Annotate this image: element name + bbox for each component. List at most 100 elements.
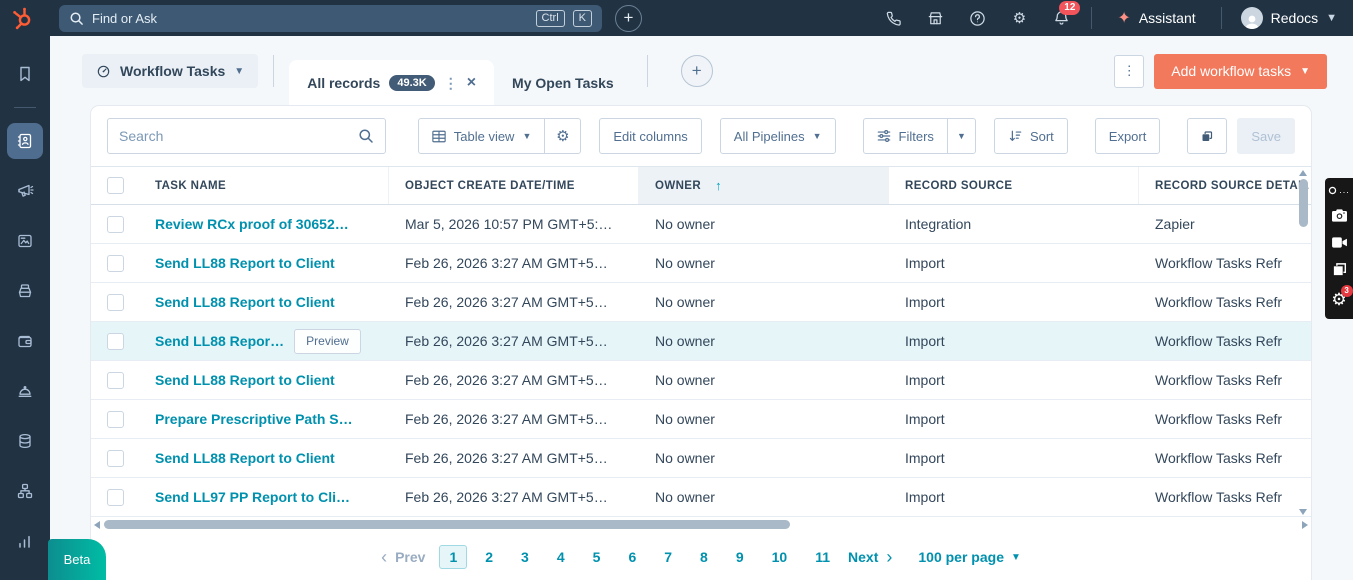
page-number-8[interactable]: 8 [700,549,708,565]
row-checkbox[interactable] [107,215,124,233]
tab-all-records[interactable]: All records 49.3K ⋮ × [289,60,495,106]
sidebar-item-marketing[interactable] [7,173,43,209]
prev-page-button[interactable]: ‹ Prev [381,547,425,568]
sidebar-item-service[interactable] [7,373,43,409]
table-row[interactable]: Review RCx proof of 30652… Mar 5, 2026 10… [91,205,1311,244]
page-number-10[interactable]: 10 [771,549,788,565]
column-header-record-source-detail[interactable]: RECORD SOURCE DETAIL [1139,167,1311,204]
task-link[interactable]: Send LL88 Report to Client [155,372,335,388]
table-row[interactable]: Prepare Prescriptive Path S… Feb 26, 2026… [91,400,1311,439]
vertical-scrollbar-thumb[interactable] [1298,179,1308,227]
table-row[interactable]: Send LL88 Report to Client Feb 26, 2026 3… [91,283,1311,322]
next-page-button[interactable]: Next › [848,547,892,568]
tab-my-open-tasks[interactable]: My Open Tasks [494,60,632,106]
add-workflow-tasks-button[interactable]: Add workflow tasks ▼ [1154,53,1327,89]
column-header-owner[interactable]: OWNER ↑ [639,167,889,204]
global-search[interactable]: Ctrl K [59,4,602,32]
global-search-input[interactable] [92,10,528,26]
page-number-4[interactable]: 4 [556,549,565,565]
save-button[interactable]: Save [1237,118,1295,154]
assistant-button[interactable]: ✦ Assistant [1101,8,1211,28]
sidebar-item-sales[interactable] [7,273,43,309]
page-number-6[interactable]: 6 [628,549,637,565]
edit-columns-button[interactable]: Edit columns [599,118,702,154]
row-checkbox[interactable] [107,293,124,311]
scroll-down-arrow-icon[interactable] [1299,509,1307,515]
account-menu[interactable]: Redocs ▼ [1231,7,1353,29]
preview-button[interactable]: Preview [294,328,361,354]
scroll-up-arrow-icon[interactable] [1299,170,1307,176]
page-number-9[interactable]: 9 [735,549,744,565]
vertical-scrollbar[interactable] [1298,170,1308,515]
page-number-5[interactable]: 5 [592,549,601,565]
sidebar-item-automations[interactable] [7,473,43,509]
row-checkbox[interactable] [107,410,124,428]
row-checkbox[interactable] [107,254,124,272]
extension-settings-button[interactable]: ⚙ 3 [1331,285,1353,310]
help-icon[interactable] [956,10,998,27]
export-button[interactable]: Export [1094,118,1161,154]
all-pipelines-button[interactable]: All Pipelines ▼ [719,118,836,154]
row-checkbox[interactable] [107,449,124,467]
task-link[interactable]: Send LL88 Report to Client [155,450,335,466]
add-view-button[interactable]: + [680,55,713,87]
record-video-button[interactable] [1331,236,1348,249]
sidebar-item-reporting[interactable] [7,523,43,559]
task-link[interactable]: Send LL88 Repor… [155,333,285,349]
page-number-11[interactable]: 11 [815,549,831,565]
task-link[interactable]: Review RCx proof of 30652… [155,216,349,232]
table-view-button[interactable]: Table view ▼ [417,118,546,154]
row-checkbox[interactable] [107,488,124,506]
page-number-1[interactable]: 1 [439,545,468,569]
filters-button[interactable]: Filters [862,118,948,154]
column-header-task-name[interactable]: TASK NAME [139,167,389,204]
task-link[interactable]: Send LL88 Report to Client [155,294,335,310]
sidebar-item-bookmarks[interactable] [7,56,43,92]
table-row[interactable]: Send LL88 Report to Client Feb 26, 2026 3… [91,439,1311,478]
more-options-button[interactable]: ⋮ [1114,54,1145,88]
scroll-left-arrow-icon[interactable] [94,520,100,529]
table-search-input[interactable] [119,128,358,144]
table-row[interactable]: Send LL88 Repor… Preview Feb 26, 2026 3:27… [91,322,1311,361]
clone-view-button[interactable] [1187,118,1228,154]
calling-icon[interactable] [872,10,914,27]
table-search[interactable] [107,118,386,154]
horizontal-scrollbar[interactable] [91,517,1311,532]
tab-close-icon[interactable]: × [466,74,477,91]
extension-menu-button[interactable]: ... [1328,185,1350,195]
sidebar-item-crm[interactable] [7,123,43,159]
sidebar-item-data[interactable] [7,423,43,459]
owner-cell: No owner [655,294,715,310]
page-number-3[interactable]: 3 [521,549,529,565]
select-all-checkbox[interactable] [107,177,124,194]
page-number-2[interactable]: 2 [485,549,494,565]
hubspot-logo-icon[interactable] [10,6,34,30]
table-row[interactable]: Send LL97 PP Report to Cli… Feb 26, 2026 … [91,478,1311,517]
column-header-record-source[interactable]: RECORD SOURCE [889,167,1139,204]
copy-pages-button[interactable] [1332,262,1347,277]
table-row[interactable]: Send LL88 Report to Client Feb 26, 2026 3… [91,244,1311,283]
marketplace-icon[interactable] [914,10,956,27]
row-checkbox[interactable] [107,332,124,350]
notifications-icon[interactable]: 12 [1040,0,1082,27]
object-type-selector[interactable]: Workflow Tasks ▼ [82,54,259,88]
quick-create-button[interactable]: + [615,4,642,32]
task-link[interactable]: Send LL88 Report to Client [155,255,335,271]
table-row[interactable]: Send LL88 Report to Client Feb 26, 2026 3… [91,361,1311,400]
task-link[interactable]: Prepare Prescriptive Path S… [155,411,353,427]
page-number-7[interactable]: 7 [664,549,673,565]
task-link[interactable]: Send LL97 PP Report to Cli… [155,489,350,505]
row-checkbox[interactable] [107,371,124,389]
per-page-selector[interactable]: 100 per page ▼ [918,549,1021,565]
sidebar-item-content[interactable] [7,223,43,259]
column-header-object-create-date-time[interactable]: OBJECT CREATE DATE/TIME [389,167,639,204]
screenshot-camera-button[interactable] [1331,208,1348,223]
view-settings-button[interactable]: ⚙ [544,118,582,154]
sidebar-item-commerce[interactable] [7,323,43,359]
filters-dropdown-button[interactable]: ▼ [946,118,976,154]
tab-options-icon[interactable]: ⋮ [443,74,458,91]
settings-icon[interactable]: ⚙ [1012,10,1027,27]
sort-button[interactable]: Sort [993,118,1068,154]
scroll-right-arrow-icon[interactable] [1302,520,1308,529]
horizontal-scrollbar-thumb[interactable] [104,520,790,529]
